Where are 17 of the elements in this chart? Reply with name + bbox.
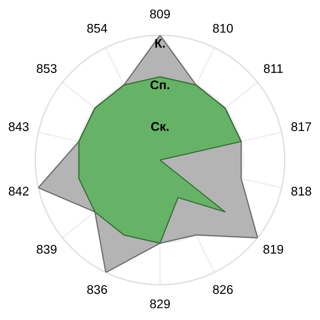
spoke-label: 818 xyxy=(291,186,312,196)
spoke-label: 829 xyxy=(150,299,170,308)
spoke-label: 811 xyxy=(264,64,283,73)
spoke-label: 826 xyxy=(213,285,233,294)
spoke-label: 839 xyxy=(36,244,57,254)
spoke-label: 842 xyxy=(8,186,28,196)
spoke-label: 854 xyxy=(87,24,108,33)
spoke-label: 853 xyxy=(36,64,57,73)
y-tick-label: К. xyxy=(155,38,165,48)
y-tick-label: Ск. xyxy=(151,122,169,131)
spoke-label: 810 xyxy=(213,24,233,33)
spoke-label: 817 xyxy=(291,122,312,132)
y-tick-label: Сп. xyxy=(150,80,170,90)
spoke-label: 809 xyxy=(150,10,170,18)
spoke-label: 819 xyxy=(263,244,284,254)
spoke-label: 843 xyxy=(8,122,29,132)
spoke-label: 836 xyxy=(87,285,107,294)
